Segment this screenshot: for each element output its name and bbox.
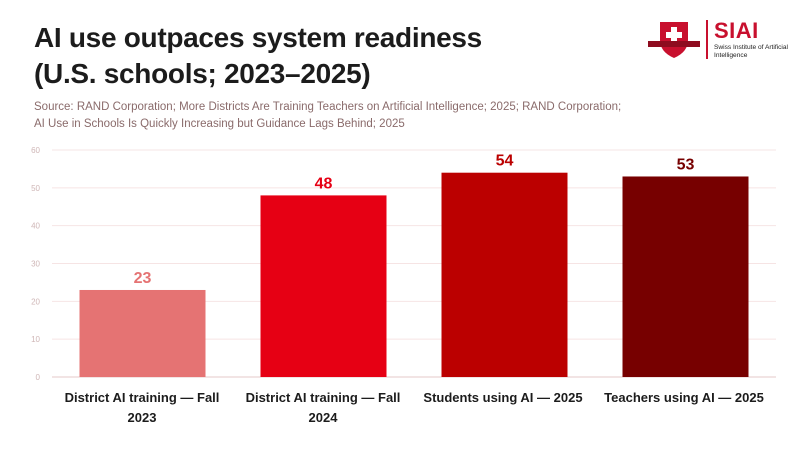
y-tick-label-50: 50	[31, 184, 40, 193]
y-tick-label-20: 20	[31, 297, 40, 306]
siai-logo: SIAI Swiss Institute of Artificial Intel…	[646, 20, 788, 64]
data-label-3: 53	[677, 156, 695, 173]
y-tick-label-40: 40	[31, 222, 40, 231]
x-tick-label-1: District AI training — Fall 2024	[245, 390, 401, 425]
chart-title-line-1: AI use outpaces system readiness	[34, 22, 482, 53]
y-tick-label-60: 60	[31, 146, 40, 155]
bar-2	[441, 172, 568, 377]
chart-title: AI use outpaces system readiness (U.S. s…	[34, 20, 594, 92]
y-tick-label-10: 10	[31, 335, 40, 344]
x-tick-label-0: District AI training — Fall 2023	[64, 390, 220, 425]
logo-text: SIAI Swiss Institute of Artificial Intel…	[706, 20, 790, 59]
logo-name: SIAI	[714, 18, 759, 43]
bar-3	[622, 176, 749, 377]
y-tick-label-30: 30	[31, 260, 40, 269]
data-label-0: 23	[134, 270, 152, 287]
data-label-2: 54	[496, 153, 514, 170]
x-tick-label-2: Students using AI — 2025	[423, 390, 583, 405]
source-note: Source: RAND Corporation; More Districts…	[34, 101, 622, 130]
shield-icon	[648, 22, 700, 58]
y-tick-label-0: 0	[36, 373, 41, 382]
bar-1	[260, 195, 387, 377]
chart-title-line-2: (U.S. schools; 2023–2025)	[34, 58, 371, 89]
data-label-1: 48	[315, 175, 333, 192]
bar-0	[79, 289, 206, 377]
x-tick-label-3: Teachers using AI — 2025	[604, 390, 764, 405]
logo-subtitle: Swiss Institute of Artificial Intelligen…	[714, 44, 789, 59]
